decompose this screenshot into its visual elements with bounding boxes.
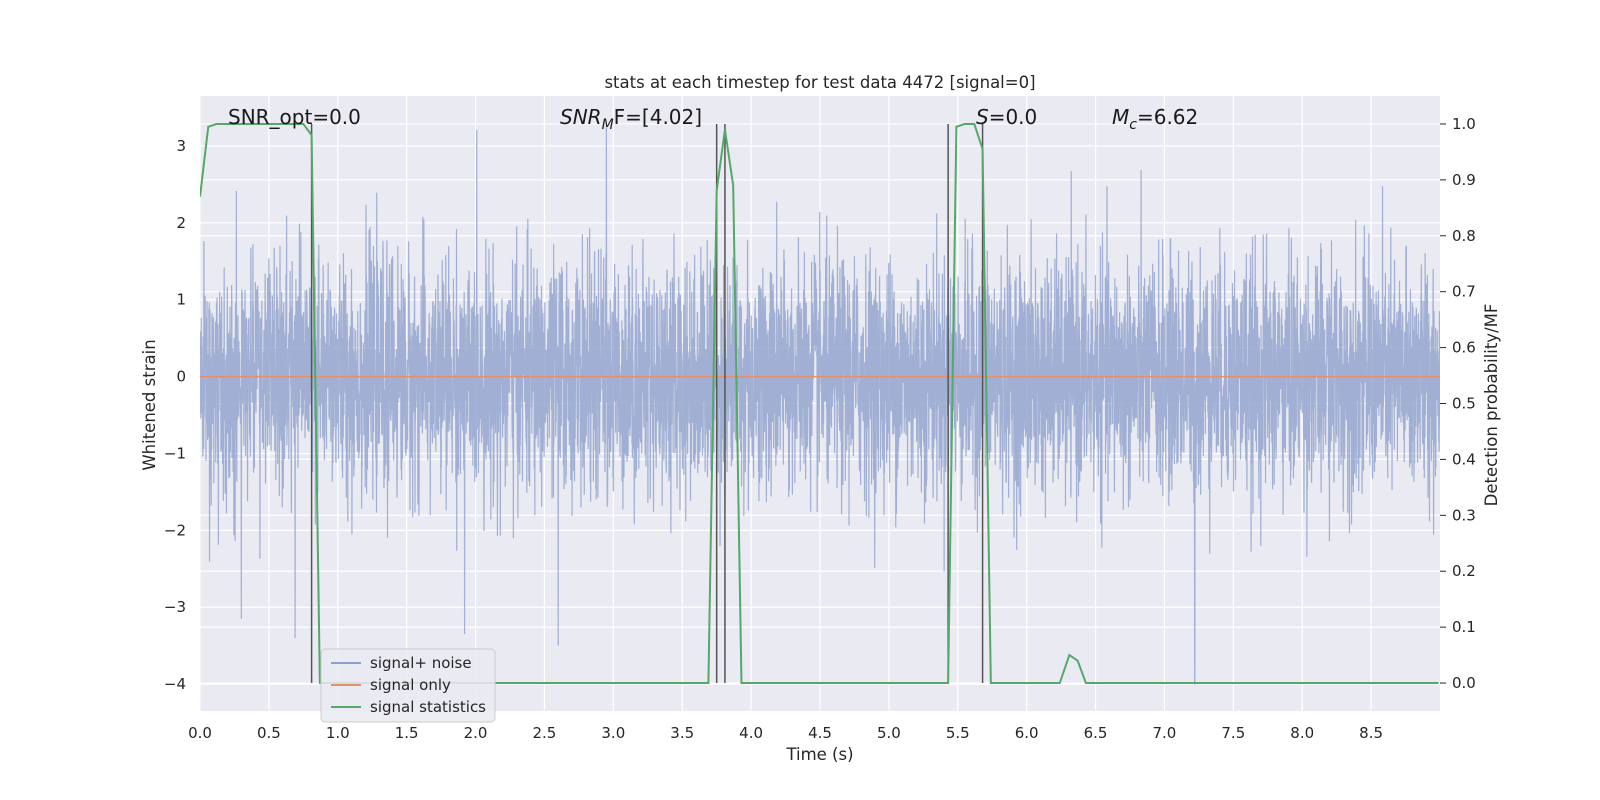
y2-tick-label: 0.6 xyxy=(1452,339,1476,357)
series-signal-noise xyxy=(200,122,1440,685)
y2-tick-label: 0.1 xyxy=(1452,618,1476,636)
y-tick-label: 2 xyxy=(176,214,186,232)
legend-label-signal-noise: signal+ noise xyxy=(370,654,472,672)
y2-tick-label: 0.5 xyxy=(1452,395,1476,413)
y-tick-label: −3 xyxy=(164,598,186,616)
x-tick-label: 4.0 xyxy=(739,724,763,742)
y2-tick-label: 0.4 xyxy=(1452,450,1476,468)
legend-label-signal-statistics: signal statistics xyxy=(370,698,486,716)
y-tick-label: 3 xyxy=(176,137,186,155)
x-tick-label: 3.5 xyxy=(670,724,694,742)
y-tick-label: 0 xyxy=(176,368,186,386)
x-tick-label: 2.5 xyxy=(533,724,557,742)
y-axis-ticks: 3 2 1 0 −1 −2 −3 −4 xyxy=(164,137,186,693)
x-tick-label: 5.0 xyxy=(877,724,901,742)
x-tick-label: 1.0 xyxy=(326,724,350,742)
y-tick-label: 1 xyxy=(176,291,186,309)
x-tick-label: 1.5 xyxy=(395,724,419,742)
y2-axis-label: Detection probability/MF xyxy=(1482,304,1501,507)
series-signal-statistics xyxy=(200,122,1439,685)
x-tick-label: 6.5 xyxy=(1084,724,1108,742)
vertical-markers xyxy=(310,123,984,684)
x-tick-label: 0.0 xyxy=(188,724,212,742)
y2-tick-label: 0.0 xyxy=(1452,674,1476,692)
x-tick-label: 3.0 xyxy=(601,724,625,742)
y2-tick-label: 0.8 xyxy=(1452,227,1476,245)
x-tick-label: 8.0 xyxy=(1290,724,1314,742)
y-axis-label: Whitened strain xyxy=(140,339,159,470)
annotation-snr-mf: SNRMF=[4.02] xyxy=(560,105,702,133)
x-tick-label: 5.5 xyxy=(946,724,970,742)
x-tick-label: 8.5 xyxy=(1359,724,1383,742)
y2-tick-label: 0.3 xyxy=(1452,506,1476,524)
x-axis-label: Time (s) xyxy=(785,745,853,764)
annotation-snr-opt: SNR_opt=0.0 xyxy=(228,105,361,129)
y-tick-label: −1 xyxy=(164,444,186,462)
annotation-s: S=0.0 xyxy=(976,105,1037,129)
x-tick-label: 7.5 xyxy=(1221,724,1245,742)
legend: signal+ noise signal only signal statist… xyxy=(320,648,496,723)
legend-box xyxy=(320,648,496,723)
x-tick-label: 2.0 xyxy=(464,724,488,742)
x-axis-ticks: 0.0 0.5 1.0 1.5 2.0 2.5 3.0 3.5 4.0 4.5 5.0 5.5 6.0 6… xyxy=(188,724,1383,742)
y2-axis-ticks: 1.0 0.9 0.8 0.7 0.6 0.5 0.4 0.3 0.2 0.1 0.0 xyxy=(1440,115,1476,692)
y2-tick-label: 1.0 xyxy=(1452,115,1476,133)
x-tick-label: 7.0 xyxy=(1153,724,1177,742)
chart-title: stats at each timestep for test data 447… xyxy=(604,73,1035,92)
y-tick-label: −4 xyxy=(164,675,186,693)
y2-tick-label: 0.2 xyxy=(1452,562,1476,580)
x-tick-label: 4.5 xyxy=(808,724,832,742)
y2-tick-label: 0.9 xyxy=(1452,171,1476,189)
y2-tick-label: 0.7 xyxy=(1452,283,1476,301)
annotation-mc: Mc=6.62 xyxy=(1112,105,1198,133)
x-tick-label: 0.5 xyxy=(257,724,281,742)
x-tick-label: 6.0 xyxy=(1015,724,1039,742)
legend-label-signal-only: signal only xyxy=(370,676,451,694)
y-tick-label: −2 xyxy=(164,521,186,539)
